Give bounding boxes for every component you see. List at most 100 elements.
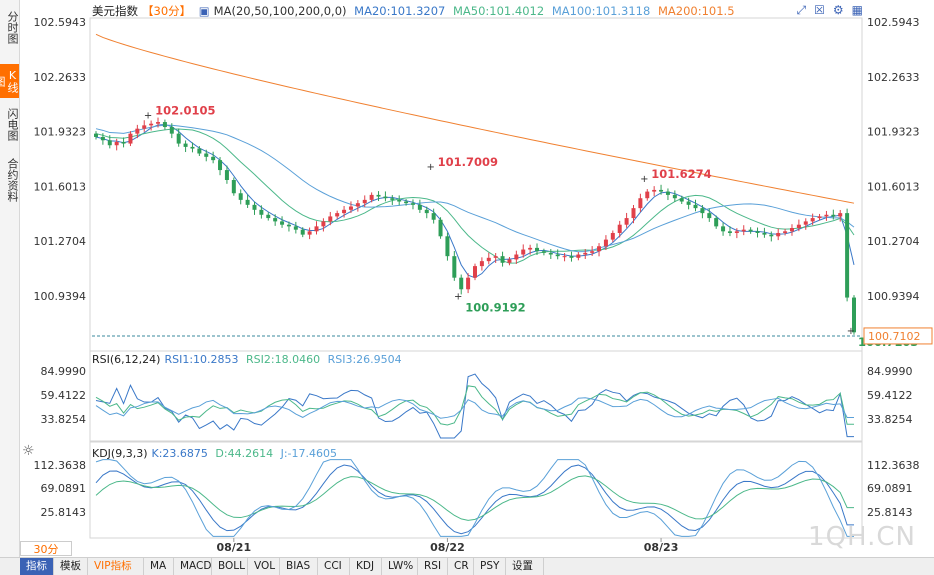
kdj-j-value: J:-17.4605 — [280, 447, 338, 460]
side-tab-0[interactable]: 分时图 — [6, 10, 19, 44]
indicator-tab-cr[interactable]: CR — [448, 558, 474, 575]
kdj-tick-right: 25.8143 — [867, 506, 913, 519]
indicator-bar: 指标 模板 VIP指标 MA MACD BOLL VOL BIAS CCI KDJ LW% RSI CR… — [0, 557, 934, 575]
rsi-tick-left: 33.8254 — [41, 413, 87, 426]
indicator-tab-macd[interactable]: MACD — [174, 558, 212, 575]
candle-body — [789, 228, 794, 232]
indicator-tab-0[interactable]: 指标 — [20, 558, 54, 575]
side-tab-3[interactable]: 合约资料 — [6, 158, 19, 202]
candle-body — [500, 256, 505, 263]
close-icon[interactable]: ☒ — [814, 3, 825, 17]
candle-body — [355, 203, 360, 207]
kdj-d-value: D:44.2614 — [215, 447, 274, 460]
indicator-tab-vol[interactable]: VOL — [248, 558, 280, 575]
candle-body — [121, 141, 126, 144]
indicator-tab-ma[interactable]: MA — [144, 558, 174, 575]
candle-body — [548, 252, 553, 255]
settings-icon[interactable]: ⚙ — [832, 3, 844, 17]
rsi-tick-left: 84.9990 — [41, 365, 87, 378]
indicator-tab-boll[interactable]: BOLL — [212, 558, 248, 575]
candle-body — [555, 254, 560, 257]
candle-body — [176, 133, 181, 144]
candle-body — [755, 231, 760, 233]
kdj-k-value: K:23.6875 — [151, 447, 208, 460]
chart-area: 102.5943 102.5943 102.2633 102.2633 101.9323… — [34, 16, 933, 554]
candle-body — [569, 256, 574, 258]
kdj-label: KDJ(9,3,3) — [92, 447, 148, 460]
indicator-tab-bias[interactable]: BIAS — [280, 558, 318, 575]
indicator-tab-lw[interactable]: LW% — [382, 558, 418, 575]
candle-body — [528, 247, 533, 250]
main-legend: 美元指数 【30分】 ▣ MA(20,50,100,200,0,0) MA20:10… — [92, 3, 739, 19]
candle-body — [169, 127, 174, 134]
ma50-value: MA50:101.4012 — [453, 4, 545, 18]
kdj-d-line — [95, 475, 854, 521]
candle-body — [293, 226, 298, 230]
rsi2-line — [95, 385, 854, 426]
side-tab-bar: 分时图 K线图闪电图合约资料 — [0, 0, 20, 557]
price-tick-right: 100.9394 — [867, 290, 920, 303]
indicator-tab-14[interactable]: 设置 — [506, 558, 544, 575]
candle-body — [610, 232, 615, 240]
ma20-line — [95, 124, 855, 279]
candle-body — [686, 201, 691, 205]
window-controls: ⤢ ☒ ⚙ ▦ — [789, 3, 863, 18]
candle-body — [817, 216, 822, 219]
indicator-tab-kdj[interactable]: KDJ — [350, 558, 382, 575]
indicator-tab-vip[interactable]: VIP指标 — [88, 558, 144, 575]
candle-body — [438, 219, 443, 237]
kdj-tick-left: 25.8143 — [41, 506, 87, 519]
annotation-marker: + — [426, 162, 434, 173]
period-selector[interactable]: 30分 — [20, 541, 72, 556]
candle-body — [390, 198, 395, 200]
price-annotation: 100.9192 — [465, 300, 525, 314]
ma20-value: MA20:101.3207 — [354, 4, 446, 18]
candle-body — [562, 256, 567, 258]
annotation-marker: + — [640, 174, 648, 185]
candle-body — [707, 213, 712, 219]
kdj-panel-frame — [89, 441, 863, 539]
candle-body — [541, 251, 546, 253]
candle-body — [149, 123, 154, 126]
candle-body — [197, 148, 202, 154]
ma50-line — [95, 128, 855, 264]
indicator-tab-1[interactable]: 模板 — [54, 558, 88, 575]
kdj-tick-left: 112.3638 — [34, 459, 87, 472]
side-tab-1[interactable]: K线图 — [0, 64, 19, 98]
price-annotation: 101.6274 — [651, 167, 711, 181]
candle-body — [286, 224, 291, 227]
candle-body — [424, 209, 429, 214]
candle-body — [727, 231, 732, 233]
side-tab-2[interactable]: 闪电图 — [6, 107, 19, 141]
indicator-tab-cci[interactable]: CCI — [318, 558, 350, 575]
candle-body — [404, 201, 409, 204]
candle-body — [590, 251, 595, 253]
price-tick-left: 101.9323 — [34, 126, 87, 139]
price-tick-left: 102.5943 — [34, 16, 87, 29]
candle-body — [100, 136, 105, 141]
indicator-tab-rsi[interactable]: RSI — [418, 558, 448, 575]
candle-body — [762, 232, 767, 235]
sun-icon[interactable]: ☼ — [22, 443, 35, 459]
candle-body — [259, 209, 264, 215]
candle-body — [493, 256, 498, 258]
candle-body — [597, 246, 602, 252]
kdj-k-line — [95, 464, 854, 535]
watermark: 1QH.CN — [808, 522, 916, 552]
indicator-tab-psy[interactable]: PSY — [474, 558, 506, 575]
ma-params: MA(20,50,100,200,0,0) — [213, 4, 347, 18]
candle-body — [748, 229, 753, 232]
tile-icon[interactable]: ▦ — [851, 3, 863, 17]
candle-body — [645, 191, 650, 199]
ma200-line — [95, 33, 855, 204]
candle-body — [693, 204, 698, 209]
candle-body — [135, 128, 140, 134]
price-tick-left: 101.6013 — [34, 180, 87, 193]
rsi3-value: RSI3:26.9504 — [327, 353, 402, 366]
annotation-marker: + — [847, 326, 855, 337]
expand-icon[interactable]: ⤢ — [796, 3, 807, 17]
candle-body — [776, 232, 781, 237]
candle-body — [783, 231, 788, 233]
candle-body — [369, 194, 374, 200]
candle-body — [583, 252, 588, 255]
